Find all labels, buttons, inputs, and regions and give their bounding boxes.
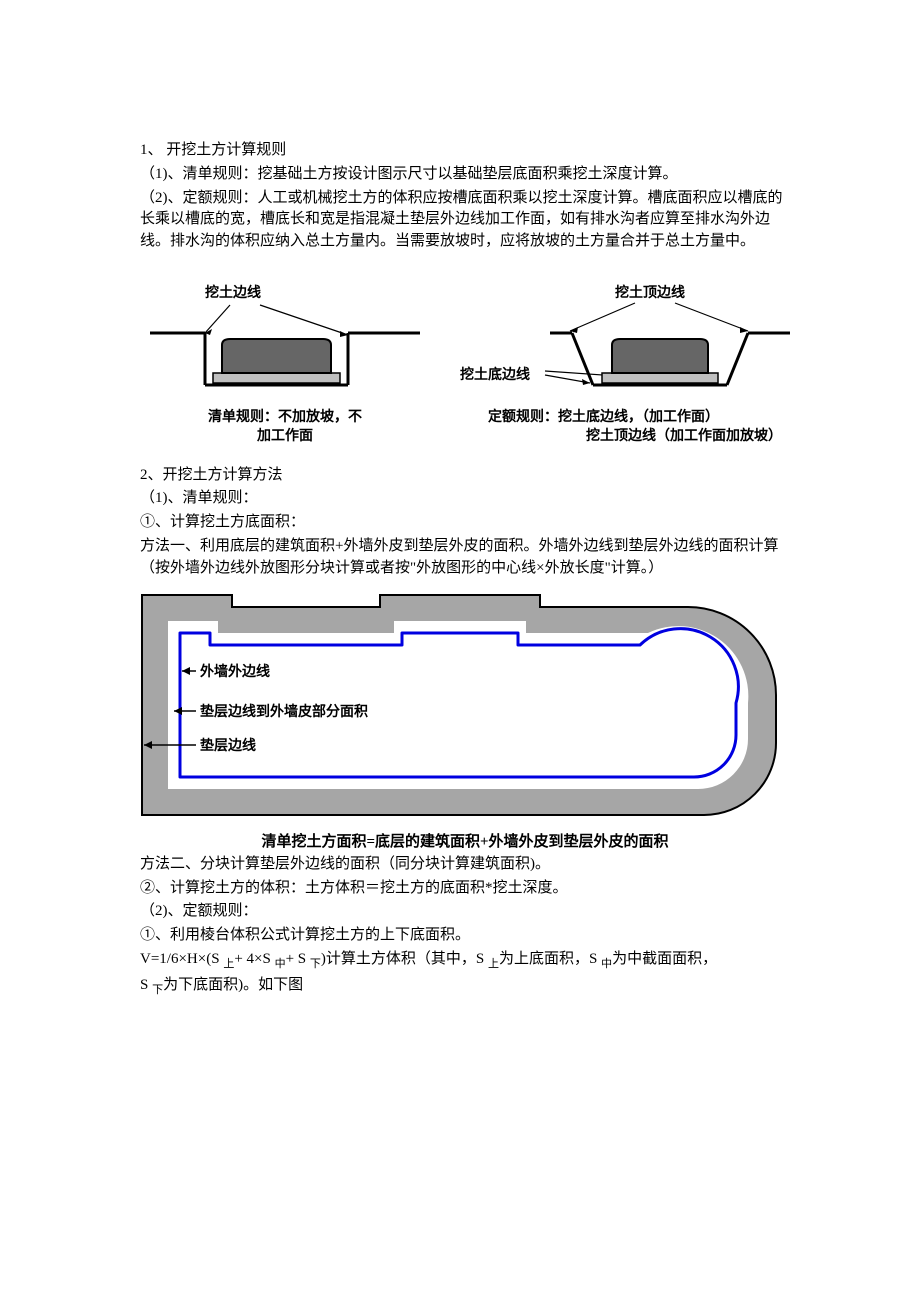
fig2-label-bottom: 挖土底边线 — [460, 366, 530, 383]
figure-3: 外墙外边线 垫层边线到外墙皮部分面积 垫层边线 清单挖土方面积=底层的建筑面积+… — [140, 593, 790, 854]
figure-2-svg: 挖土顶边线 挖土底边线 — [460, 283, 790, 403]
paragraph-1: （1)、清单规则：挖基础土方按设计图示尺寸以基础垫层底面积乘挖土深度计算。 — [140, 164, 790, 186]
paragraph-9: ①、利用棱台体积公式计算挖土方的上下底面积。 — [140, 925, 790, 947]
paragraph-8: （2)、定额规则： — [140, 901, 790, 923]
fig3-label-3: 垫层边线 — [200, 737, 256, 754]
paragraph-11: S 下为下底面积)。如下图 — [140, 975, 790, 999]
paragraph-2: （2)、定额规则：人工或机械挖土方的体积应按槽底面积乘以挖土深度计算。槽底面积应… — [140, 188, 790, 253]
fig2-label-top: 挖土顶边线 — [615, 284, 685, 301]
figure-1-svg: 挖土边线 — [150, 283, 420, 403]
paragraph-7: ②、计算挖土方的体积：土方体积＝挖土方的底面积*挖土深度。 — [140, 878, 790, 900]
paragraph-3: （1)、清单规则： — [140, 488, 790, 510]
figure-row-1: 挖土边线 清单规则：不加放坡，不 加工作面 — [140, 283, 790, 447]
document-page: 1、 开挖土方计算规则 （1)、清单规则：挖基础土方按设计图示尺寸以基础垫层底面… — [0, 0, 920, 1061]
figure-1: 挖土边线 清单规则：不加放坡，不 加工作面 — [140, 283, 430, 447]
fig3-label-1: 外墙外边线 — [200, 663, 270, 680]
paragraph-5: 方法一、利用底层的建筑面积+外墙外皮到垫层外皮的面积。外墙外边线到垫层外边线的面… — [140, 536, 790, 580]
fig2-caption: 定额规则：挖土底边线，（加工作面） 挖土顶边线（加工作面加放坡） — [468, 409, 782, 447]
fig3-label-2: 垫层边线到外墙皮部分面积 — [200, 703, 368, 720]
heading-2: 2、开挖土方计算方法 — [140, 465, 790, 487]
paragraph-4: ①、计算挖土方底面积： — [140, 512, 790, 534]
fig1-label-top: 挖土边线 — [205, 284, 261, 301]
figure-2: 挖土顶边线 挖土底边线 — [460, 283, 790, 447]
fig1-caption: 清单规则：不加放坡，不 加工作面 — [208, 409, 362, 447]
heading-1: 1、 开挖土方计算规则 — [140, 140, 790, 162]
figure-3-svg: 外墙外边线 垫层边线到外墙皮部分面积 垫层边线 — [140, 593, 780, 818]
paragraph-10: V=1/6×H×(S 上+ 4×S 中+ S 下)计算土方体积（其中，S 上为上… — [140, 949, 790, 973]
paragraph-6: 方法二、分块计算垫层外边线的面积（同分块计算建筑面积)。 — [140, 854, 790, 876]
fig3-caption: 清单挖土方面积=底层的建筑面积+外墙外皮到垫层外皮的面积 — [140, 832, 790, 854]
